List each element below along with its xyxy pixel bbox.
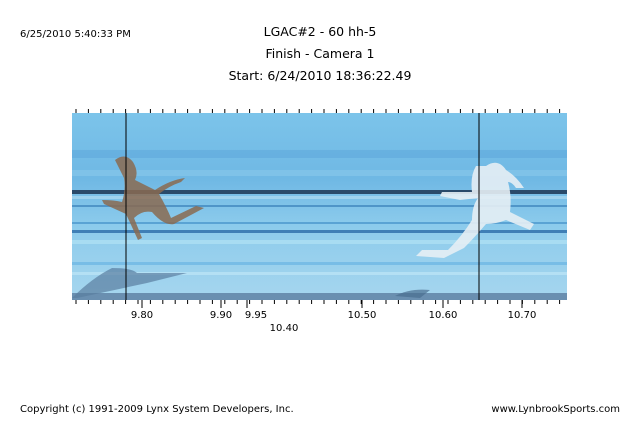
- race-title: LGAC#2 - 60 hh-5: [264, 24, 377, 39]
- timestamp: 6/25/2010 5:40:33 PM: [20, 29, 131, 40]
- website: www.LynbrookSports.com: [491, 404, 620, 415]
- time-ticks: [75, 109, 561, 308]
- time-label: 9.80: [131, 310, 153, 321]
- time-label: 10.50: [348, 310, 377, 321]
- copyright: Copyright (c) 1991-2009 Lynx System Deve…: [20, 404, 294, 415]
- time-label: 10.60: [429, 310, 458, 321]
- time-label: 10.70: [508, 310, 537, 321]
- start-time: Start: 6/24/2010 18:36:22.49: [229, 68, 412, 83]
- camera-subtitle: Finish - Camera 1: [265, 46, 374, 61]
- time-label: 9.90: [210, 310, 232, 321]
- time-label: 10.40: [270, 323, 299, 334]
- time-label: 9.95: [245, 310, 267, 321]
- finish-image: [72, 113, 567, 300]
